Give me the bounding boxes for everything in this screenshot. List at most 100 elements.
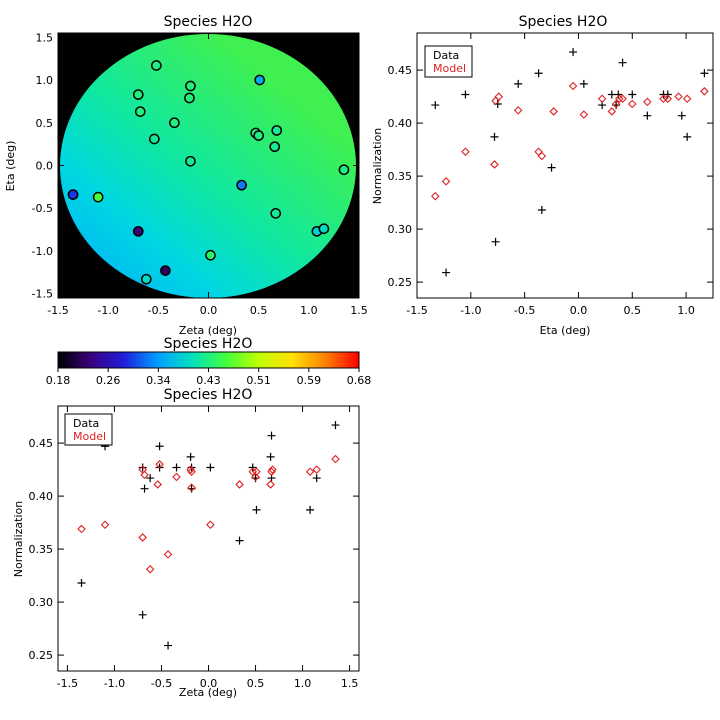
model-point xyxy=(163,550,173,559)
data-point xyxy=(77,579,86,588)
data-point xyxy=(266,452,275,461)
eta-ylabel: Normalization xyxy=(371,128,384,204)
model-point xyxy=(513,106,523,115)
x-tick-label: 1.0 xyxy=(677,304,695,317)
map-point xyxy=(160,265,171,276)
model-point xyxy=(172,472,181,482)
eta-axes: -1.5 -1.0 -0.5 0.0 0.5 1.0 0.25 0.30 0.35 0.40 0.4… xyxy=(388,33,713,317)
eta-legend: Data Model xyxy=(424,45,473,78)
data-point xyxy=(267,431,276,440)
x-tick-label: 0.0 xyxy=(570,304,588,317)
zeta-marks xyxy=(77,421,340,650)
data-point xyxy=(146,474,155,483)
model-point xyxy=(331,454,340,464)
model-point xyxy=(674,92,683,101)
map-point xyxy=(253,130,265,141)
model-point xyxy=(186,465,195,474)
y-tick-label: 0.25 xyxy=(29,649,54,662)
y-tick-label: 0.5 xyxy=(36,117,54,130)
data-point xyxy=(547,163,556,172)
map-point xyxy=(148,133,160,145)
model-point xyxy=(77,524,86,534)
model-point xyxy=(187,483,196,492)
map-point xyxy=(169,117,180,129)
model-point xyxy=(618,94,627,103)
data-point xyxy=(140,484,149,493)
zeta-legend: Data Model xyxy=(64,413,113,446)
map-point xyxy=(185,155,196,167)
map-point xyxy=(184,92,195,104)
zeta-title: Species H2O xyxy=(164,387,253,403)
colorbar-tick-label: 0.26 xyxy=(96,374,121,387)
eta-xlabel: Eta (deg) xyxy=(540,324,591,337)
data-point xyxy=(431,101,440,110)
model-point xyxy=(251,472,260,482)
model-point xyxy=(568,81,578,91)
data-point xyxy=(172,463,181,472)
zeta-legend-data: Data xyxy=(73,417,99,430)
model-point xyxy=(268,465,277,474)
x-tick-label: -1.5 xyxy=(406,304,427,317)
x-tick-label: 1.5 xyxy=(350,304,368,317)
x-tick-label: -1.0 xyxy=(460,304,481,317)
data-point xyxy=(312,474,321,483)
data-point xyxy=(628,90,637,99)
data-point xyxy=(614,90,623,99)
model-point xyxy=(615,94,624,103)
map-point xyxy=(185,80,196,92)
data-point xyxy=(252,505,261,514)
model-point xyxy=(627,99,637,109)
model-point xyxy=(305,467,315,476)
model-point xyxy=(248,467,257,476)
model-point xyxy=(252,467,261,476)
map-point xyxy=(150,60,162,71)
x-tick-label: 0.0 xyxy=(200,677,218,690)
colorbar: Species H2O 0.18 0.26 0.34 0.43 0.51 0.59 0.68 xyxy=(46,336,372,387)
model-point xyxy=(579,110,589,119)
zeta-legend-model: Model xyxy=(73,430,106,443)
map-point xyxy=(132,89,144,100)
model-point xyxy=(145,564,155,574)
y-tick-label: 0.25 xyxy=(388,276,413,289)
model-point xyxy=(534,147,543,156)
eta-title: Species H2O xyxy=(519,14,608,30)
data-point xyxy=(461,90,470,99)
map-title: Species H2O xyxy=(164,14,253,30)
colorbar-tick-label: 0.18 xyxy=(46,374,71,387)
y-tick-label: 0.35 xyxy=(29,543,54,556)
data-point xyxy=(235,536,244,545)
data-point xyxy=(579,79,588,88)
data-point xyxy=(164,641,173,650)
model-point xyxy=(549,107,558,116)
x-tick-label: 0.5 xyxy=(250,304,268,317)
y-tick-label: 0.40 xyxy=(29,490,54,503)
x-tick-label: 0.5 xyxy=(247,677,265,690)
data-point xyxy=(534,69,543,78)
y-tick-label: 0.40 xyxy=(388,117,413,130)
zeta-axes: -1.5 -1.0 -0.5 0.0 0.5 1.0 1.5 0.25 0.30 0.35 0.40… xyxy=(29,406,359,690)
data-point xyxy=(618,58,627,67)
x-tick-label: 1.0 xyxy=(294,677,312,690)
x-tick-label: -0.5 xyxy=(151,677,172,690)
model-point xyxy=(153,480,162,489)
map-xlabel: Zeta (deg) xyxy=(179,324,237,337)
eta-legend-model: Model xyxy=(433,62,466,75)
data-point xyxy=(490,132,499,141)
model-point xyxy=(206,520,215,529)
data-point xyxy=(537,206,546,215)
y-tick-label: 0.30 xyxy=(29,596,54,609)
model-point xyxy=(607,107,617,116)
model-point xyxy=(494,92,504,101)
data-point xyxy=(643,111,652,120)
x-tick-label: 1.5 xyxy=(341,677,359,690)
data-point xyxy=(155,442,164,451)
model-point xyxy=(597,94,607,103)
data-point xyxy=(186,452,195,461)
map-panel: Species H2O -1.5 -1.0 -0.5 0.0 0.5 1.0 1.5-1.5… xyxy=(4,14,368,337)
colorbar-tick-label: 0.68 xyxy=(347,374,372,387)
colorbar-strip xyxy=(57,351,360,369)
model-point xyxy=(100,520,110,529)
zeta-legend-box xyxy=(64,413,113,446)
model-point xyxy=(140,470,149,480)
